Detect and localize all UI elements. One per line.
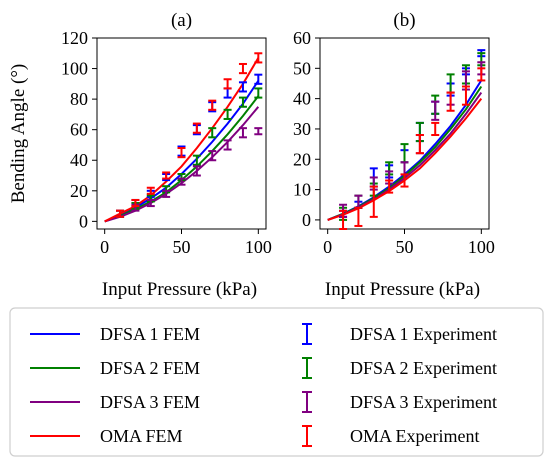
errorbar-dfsa-1-experiment <box>238 81 247 93</box>
x-tick-label: 50 <box>173 237 191 257</box>
y-tick-label: 40 <box>293 89 311 109</box>
y-tick-label: 80 <box>70 89 88 109</box>
panel-title-b: (b) <box>393 10 415 31</box>
errorbar-dfsa-3-experiment <box>177 177 186 186</box>
errorbar-oma-experiment <box>116 209 125 218</box>
legend-label-oma-fem: OMA FEM <box>100 426 183 446</box>
fem-line-oma-fem <box>104 57 260 223</box>
legend-label-dfsa-1-experiment: DFSA 1 Experiment <box>350 324 497 344</box>
x-tick-label: 100 <box>245 237 272 257</box>
errorbar-oma-experiment <box>400 173 409 188</box>
y-tick-label: 50 <box>293 58 311 78</box>
y-tick-label: 60 <box>293 28 311 48</box>
y-tick-label: 100 <box>61 59 88 79</box>
errorbar-oma-experiment <box>477 67 486 82</box>
errorbar-oma-experiment <box>162 171 171 180</box>
errorbar-oma-experiment <box>238 62 247 75</box>
errorbar-dfsa-3-experiment <box>146 198 155 208</box>
errorbar-oma-experiment <box>354 206 363 227</box>
errorbar-oma-experiment <box>208 99 217 111</box>
legend-label-dfsa-3-fem: DFSA 3 FEM <box>100 392 200 412</box>
y-tick-label: 10 <box>293 180 311 200</box>
errorbar-oma-experiment <box>385 179 394 194</box>
errorbar-oma-experiment <box>223 78 232 90</box>
legend-swatch-dfsa-3-experiment <box>302 391 312 413</box>
errorbar-oma-experiment <box>415 134 424 155</box>
y-tick-label: 30 <box>293 119 311 139</box>
axes-frame-a <box>96 37 267 230</box>
legend-frame <box>9 307 544 457</box>
errorbar-dfsa-3-experiment <box>223 139 232 151</box>
legend-swatch-dfsa-1-experiment <box>302 323 312 345</box>
errorbar-dfsa-3-experiment <box>192 165 201 177</box>
x-axis-title-a: Input Pressure (kPa) <box>102 279 257 300</box>
x-tick-label: 50 <box>396 237 414 257</box>
legend-label-dfsa-2-experiment: DFSA 2 Experiment <box>350 358 497 378</box>
errorbar-oma-experiment <box>369 185 378 218</box>
legend-label-dfsa-1-fem: DFSA 1 FEM <box>100 324 200 344</box>
y-tick-label: 0 <box>79 211 88 231</box>
y-tick-label: 0 <box>302 210 311 230</box>
x-tick-label: 0 <box>323 237 332 257</box>
errorbar-oma-experiment <box>339 209 348 230</box>
errorbar-dfsa-2-experiment <box>208 127 217 139</box>
errorbar-oma-experiment <box>461 85 470 106</box>
panel-title-a: (a) <box>171 10 192 31</box>
panel-a: 0 50 100 0 20 40 60 80 100 120 (a) Input Pressure (… <box>8 10 272 300</box>
errorbar-oma-experiment <box>131 198 140 208</box>
errorbar-oma-experiment <box>192 122 201 134</box>
x-axis-title-b: Input Pressure (kPa) <box>325 279 480 300</box>
panel-b: 0 50 100 0 10 20 30 40 50 60 (b) Input Pressure (kP… <box>293 10 495 300</box>
legend-swatch-dfsa-2-experiment <box>302 357 312 379</box>
errorbar-dfsa-3-experiment <box>254 127 263 136</box>
errorbar-dfsa-1-experiment <box>223 87 232 99</box>
errorbar-dfsa-2-experiment <box>400 143 409 164</box>
errorbar-dfsa-3-experiment <box>208 150 217 162</box>
legend-label-oma-experiment: OMA Experiment <box>350 426 479 446</box>
errorbar-oma-experiment <box>177 147 186 159</box>
y-tick-label: 60 <box>70 120 88 140</box>
axes-frame-b <box>319 37 490 230</box>
errorbar-dfsa-3-experiment <box>238 127 247 139</box>
y-tick-label: 120 <box>61 28 88 48</box>
y-axis-title: Bending Angle (°) <box>8 64 29 204</box>
y-tick-label: 40 <box>70 150 88 170</box>
errorbar-dfsa-3-experiment <box>162 189 171 198</box>
errorbar-oma-experiment <box>254 52 263 64</box>
legend: DFSA 1 FEM DFSA 1 Experiment DFSA 2 FEM DFS… <box>9 307 544 457</box>
errorbar-dfsa-1-experiment <box>254 73 263 85</box>
y-tick-label: 20 <box>293 149 311 169</box>
errorbar-dfsa-2-experiment <box>238 96 247 108</box>
legend-label-dfsa-2-fem: DFSA 2 FEM <box>100 358 200 378</box>
errorbar-oma-experiment <box>146 186 155 195</box>
errorbar-oma-experiment <box>431 121 440 137</box>
x-tick-label: 100 <box>468 237 495 257</box>
errorbar-oma-experiment <box>446 91 455 112</box>
x-tick-label: 0 <box>100 237 109 257</box>
errorbar-dfsa-2-experiment <box>192 154 201 166</box>
errorbar-dfsa-2-experiment <box>254 87 263 99</box>
errorbar-dfsa-3-experiment <box>431 100 440 121</box>
y-tick-label: 20 <box>70 181 88 201</box>
legend-swatch-oma-experiment <box>302 425 312 447</box>
errorbar-dfsa-2-experiment <box>223 108 232 120</box>
legend-label-dfsa-3-experiment: DFSA 3 Experiment <box>350 392 497 412</box>
